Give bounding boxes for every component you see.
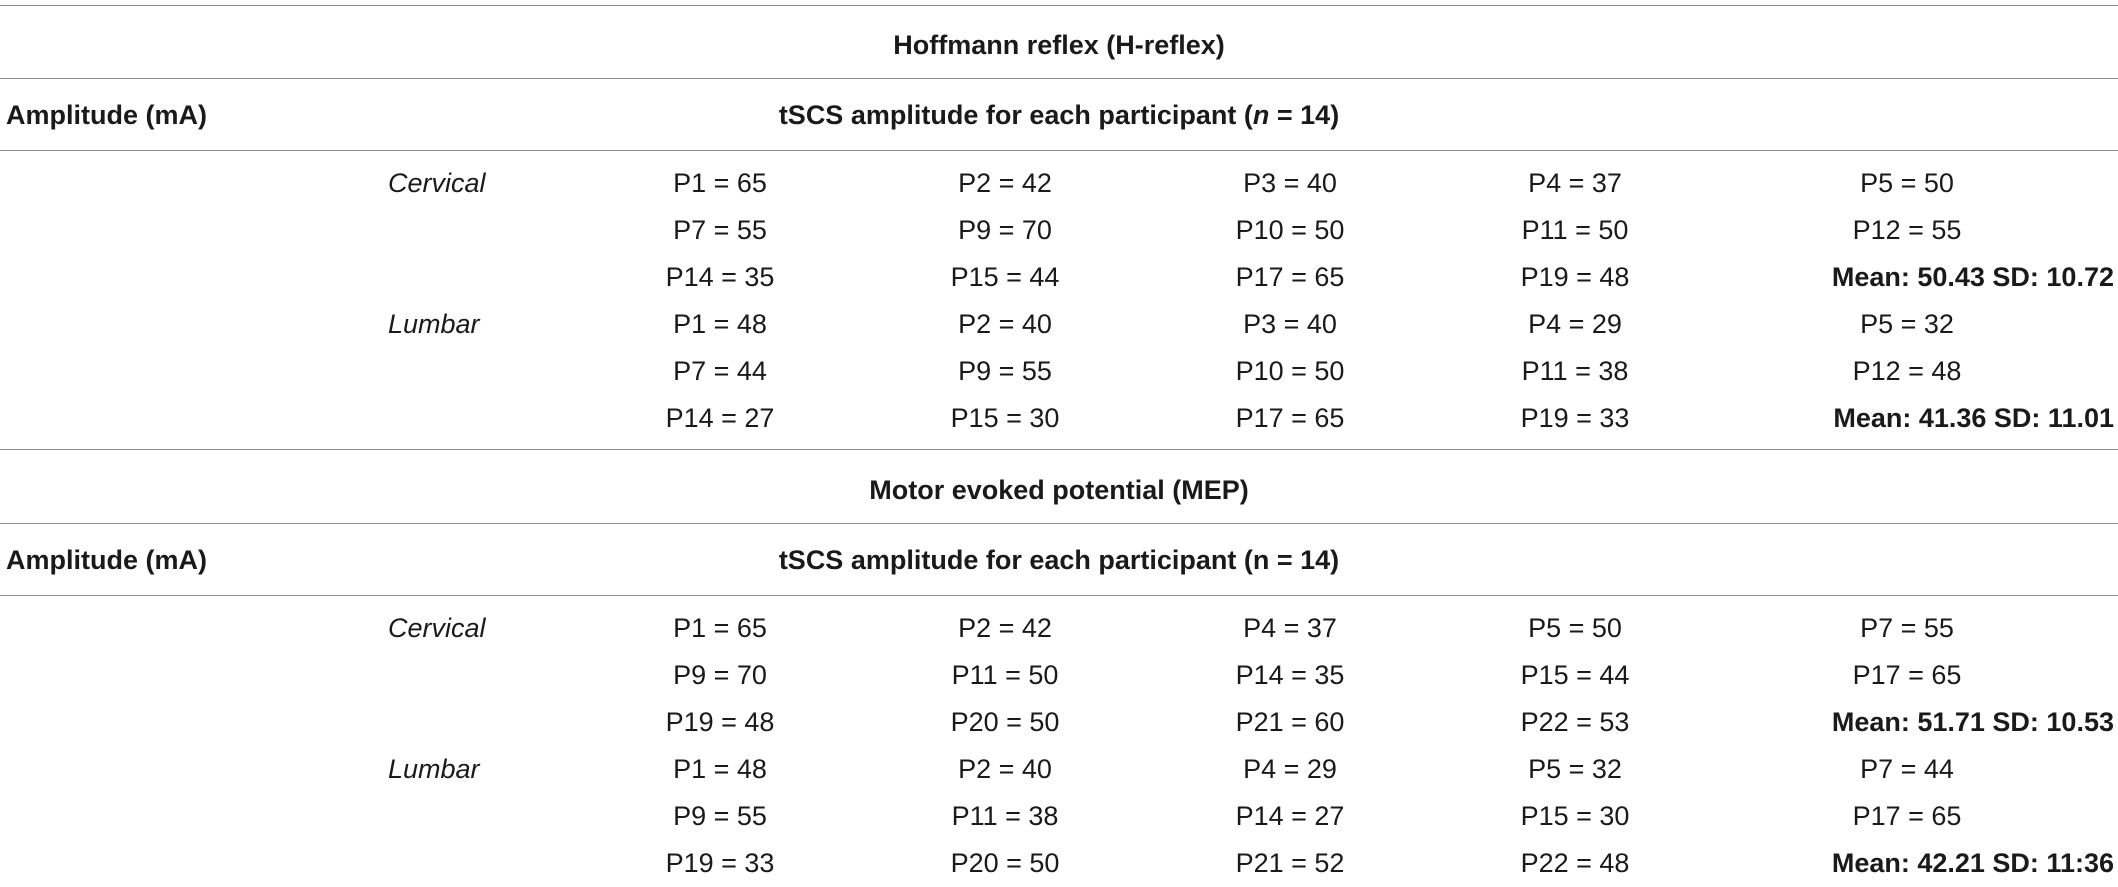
participant-amplitude-cell: P5 = 32 bbox=[1860, 309, 1954, 339]
amplitude-label: Amplitude (mA) bbox=[6, 100, 207, 130]
table-row: P7 = 44 P9 = 55 P10 = 50 P11 = 38 P12 = 48 bbox=[0, 348, 2118, 395]
participant-amplitude-cell: P4 = 29 bbox=[1528, 309, 1622, 339]
table-row: P9 = 70 P11 = 50 P14 = 35 P15 = 44 P17 = 65 bbox=[0, 652, 2118, 699]
h-reflex-header-row: Amplitude (mA) tSCS amplitude for each pa… bbox=[0, 80, 2118, 150]
participant-amplitude-cell: P2 = 40 bbox=[958, 309, 1052, 339]
participant-amplitude-cell: P19 = 33 bbox=[665, 848, 775, 878]
participant-amplitude-cell: P9 = 55 bbox=[673, 801, 767, 831]
participant-amplitude-cell: P17 = 65 bbox=[1235, 403, 1345, 433]
region-label-cervical: Cervical bbox=[388, 168, 486, 198]
participant-amplitude-cell: P21 = 52 bbox=[1235, 848, 1345, 878]
participant-amplitude-cell: P22 = 53 bbox=[1520, 707, 1630, 737]
participant-amplitude-cell: P19 = 48 bbox=[665, 707, 775, 737]
participant-amplitude-cell: P5 = 50 bbox=[1528, 613, 1622, 643]
participant-amplitude-cell: P11 = 38 bbox=[951, 801, 1059, 831]
participant-amplitude-cell: P11 = 50 bbox=[951, 660, 1059, 690]
participant-amplitude-cell: P2 = 40 bbox=[958, 754, 1052, 784]
participant-amplitude-cell: P17 = 65 bbox=[1235, 262, 1345, 292]
participant-amplitude-cell: P3 = 40 bbox=[1243, 309, 1337, 339]
region-label-lumbar: Lumbar bbox=[388, 309, 480, 339]
participant-amplitude-cell: P7 = 55 bbox=[673, 215, 767, 245]
mep-header-rule bbox=[0, 595, 2118, 596]
participant-amplitude-cell: P7 = 55 bbox=[1860, 613, 1954, 643]
participant-amplitude-cell: P4 = 37 bbox=[1528, 168, 1622, 198]
tscs-amplitude-label: tSCS amplitude for each participant (n =… bbox=[778, 545, 1340, 575]
tscs-amplitude-label: tSCS amplitude for each participant (n =… bbox=[0, 80, 2118, 150]
participant-amplitude-cell: P10 = 50 bbox=[1235, 215, 1345, 245]
table-row: Lumbar P1 = 48 P2 = 40 P3 = 40 P4 = 29 P5 = 3… bbox=[0, 301, 2118, 348]
region-label-cervical: Cervical bbox=[388, 613, 486, 643]
participant-amplitude-cell: P21 = 60 bbox=[1235, 707, 1345, 737]
h-reflex-section-title: Hoffmann reflex (H-reflex) bbox=[893, 30, 1225, 60]
participant-amplitude-cell: P17 = 65 bbox=[1852, 660, 1962, 690]
table-row: P14 = 35 P15 = 44 P17 = 65 P19 = 48 Mean: 50… bbox=[0, 254, 2118, 301]
tscs-label-n: n bbox=[1252, 100, 1270, 130]
mean-sd-value: Mean: 50.43 SD: 10.72 bbox=[1831, 262, 2114, 292]
mep-title-rule bbox=[0, 523, 2118, 524]
mep-section-title: Motor evoked potential (MEP) bbox=[869, 475, 1249, 505]
table-row: Cervical P1 = 65 P2 = 42 P3 = 40 P4 = 37 P5 =… bbox=[0, 160, 2118, 207]
mep-header-row: Amplitude (mA) tSCS amplitude for each pa… bbox=[0, 525, 2118, 595]
participant-amplitude-cell: P1 = 48 bbox=[673, 754, 767, 784]
table-top-rule bbox=[0, 5, 2118, 6]
h-reflex-header-rule bbox=[0, 150, 2118, 151]
participant-amplitude-cell: P9 = 70 bbox=[673, 660, 767, 690]
participant-amplitude-cell: P10 = 50 bbox=[1235, 356, 1345, 386]
participant-amplitude-cell: P19 = 48 bbox=[1520, 262, 1630, 292]
participant-amplitude-cell: P20 = 50 bbox=[950, 848, 1060, 878]
participant-amplitude-cell: P11 = 38 bbox=[1521, 356, 1629, 386]
table-row: P9 = 55 P11 = 38 P14 = 27 P15 = 30 P17 = 65 bbox=[0, 793, 2118, 840]
mean-sd-value: Mean: 51.71 SD: 10.53 bbox=[1831, 707, 2114, 737]
participant-amplitude-cell: P1 = 48 bbox=[673, 309, 767, 339]
participant-amplitude-cell: P2 = 42 bbox=[958, 613, 1052, 643]
participant-amplitude-cell: P3 = 40 bbox=[1243, 168, 1337, 198]
table-row: Lumbar P1 = 48 P2 = 40 P4 = 29 P5 = 32 P7 = 4… bbox=[0, 746, 2118, 793]
mean-sd-value: Mean: 42.21 SD: 11:36 bbox=[1831, 848, 2114, 878]
participant-amplitude-cell: P17 = 65 bbox=[1852, 801, 1962, 831]
participant-amplitude-cell: P20 = 50 bbox=[950, 707, 1060, 737]
h-reflex-title-rule bbox=[0, 78, 2118, 79]
participant-amplitude-cell: P14 = 35 bbox=[665, 262, 775, 292]
participant-amplitude-cell: P14 = 27 bbox=[1235, 801, 1345, 831]
participant-amplitude-cell: P4 = 37 bbox=[1243, 613, 1337, 643]
participant-amplitude-cell: P12 = 48 bbox=[1852, 356, 1962, 386]
participant-amplitude-cell: P15 = 44 bbox=[950, 262, 1060, 292]
participant-amplitude-cell: P14 = 27 bbox=[665, 403, 775, 433]
participant-amplitude-cell: P7 = 44 bbox=[1860, 754, 1954, 784]
participant-amplitude-cell: P5 = 50 bbox=[1860, 168, 1954, 198]
table-row: P14 = 27 P15 = 30 P17 = 65 P19 = 33 Mean: 41… bbox=[0, 395, 2118, 442]
table-row: Cervical P1 = 65 P2 = 42 P4 = 37 P5 = 50 P7 =… bbox=[0, 605, 2118, 652]
participant-amplitude-cell: P5 = 32 bbox=[1528, 754, 1622, 784]
participant-amplitude-cell: P2 = 42 bbox=[958, 168, 1052, 198]
participant-amplitude-cell: P22 = 48 bbox=[1520, 848, 1630, 878]
amplitude-label: Amplitude (mA) bbox=[6, 545, 207, 575]
table-row: P19 = 48 P20 = 50 P21 = 60 P22 = 53 Mean: 51… bbox=[0, 699, 2118, 746]
participant-amplitude-cell: P7 = 44 bbox=[673, 356, 767, 386]
participant-amplitude-cell: P11 = 50 bbox=[1521, 215, 1629, 245]
region-label-lumbar: Lumbar bbox=[388, 754, 480, 784]
participant-amplitude-cell: P1 = 65 bbox=[673, 613, 767, 643]
participant-amplitude-cell: P15 = 44 bbox=[1520, 660, 1630, 690]
table-row: P7 = 55 P9 = 70 P10 = 50 P11 = 50 P12 = 55 bbox=[0, 207, 2118, 254]
participant-amplitude-cell: P9 = 70 bbox=[958, 215, 1052, 245]
mean-sd-value: Mean: 41.36 SD: 11.01 bbox=[1833, 403, 2114, 433]
tscs-label-suffix: = 14) bbox=[1269, 100, 1340, 130]
participant-amplitude-cell: P15 = 30 bbox=[1520, 801, 1630, 831]
participant-amplitude-cell: P15 = 30 bbox=[950, 403, 1060, 433]
participant-amplitude-cell: P19 = 33 bbox=[1520, 403, 1630, 433]
participant-amplitude-cell: P9 = 55 bbox=[958, 356, 1052, 386]
participant-amplitude-cell: P4 = 29 bbox=[1243, 754, 1337, 784]
table-row: P19 = 33 P20 = 50 P21 = 52 P22 = 48 Mean: 42… bbox=[0, 840, 2118, 887]
participant-amplitude-cell: P12 = 55 bbox=[1852, 215, 1962, 245]
participant-amplitude-cell: P14 = 35 bbox=[1235, 660, 1345, 690]
participant-amplitude-cell: P1 = 65 bbox=[673, 168, 767, 198]
h-reflex-bottom-rule bbox=[0, 449, 2118, 450]
tscs-label-prefix: tSCS amplitude for each participant ( bbox=[778, 100, 1253, 130]
